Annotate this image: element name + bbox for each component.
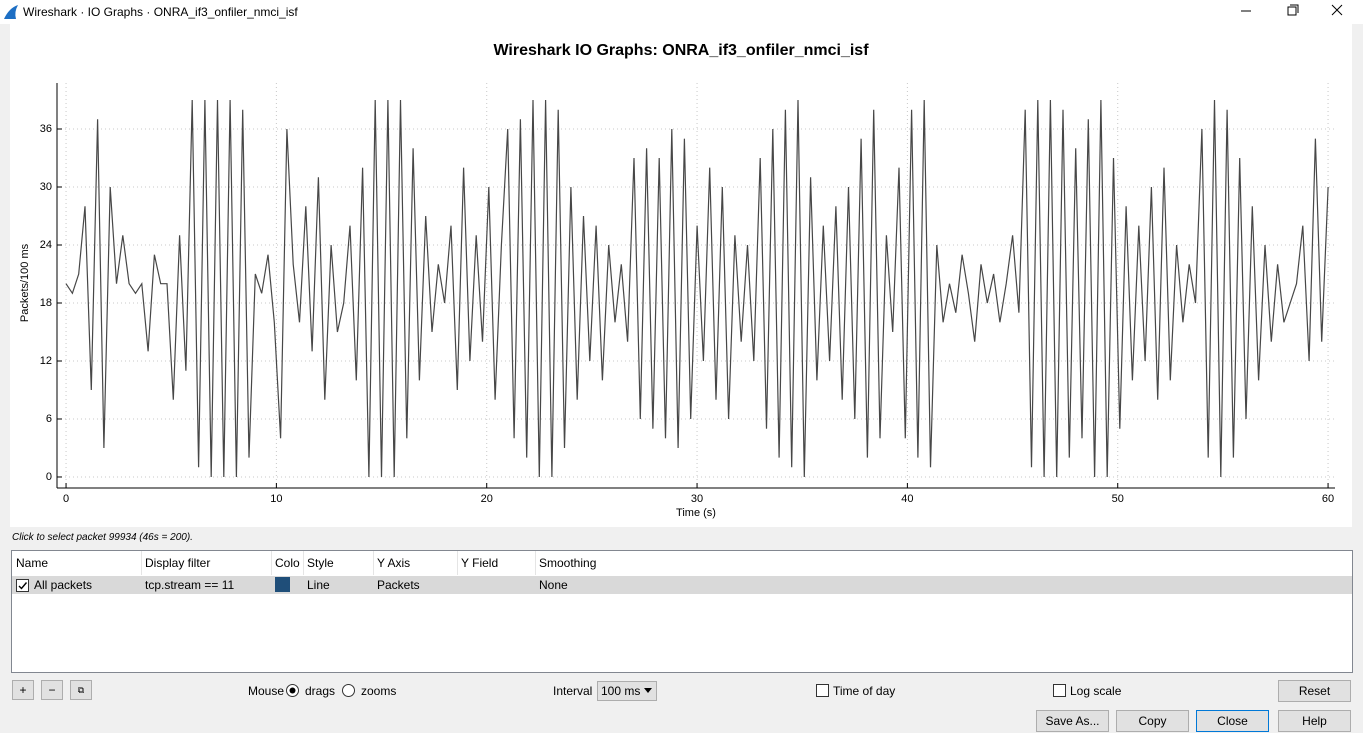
dropdown-arrow: [644, 688, 652, 693]
row-smoothing: None: [539, 578, 568, 592]
column-header[interactable]: Display filter: [145, 556, 211, 570]
close-button[interactable]: Close: [1196, 710, 1269, 732]
status-text: Click to select packet 99934 (46s = 200)…: [12, 532, 193, 543]
y-tick-label: 24: [40, 239, 52, 251]
y-tick-label: 30: [40, 181, 52, 193]
row-style: Line: [307, 578, 330, 592]
row-name: All packets: [34, 578, 93, 592]
x-tick-label: 10: [270, 493, 282, 505]
interval-select[interactable]: 100 ms: [597, 681, 657, 701]
radio-zooms[interactable]: [342, 684, 355, 697]
radio-drags[interactable]: [286, 684, 299, 697]
column-header[interactable]: Style: [307, 556, 334, 570]
time-of-day-checkbox[interactable]: [816, 684, 829, 697]
title-bar: [0, 0, 1363, 24]
row-checkbox[interactable]: [16, 579, 29, 592]
remove-button[interactable]: −: [41, 680, 63, 700]
column-separator: [141, 551, 142, 575]
window-title: Wireshark · IO Graphs · ONRA_if3_onfiler…: [23, 5, 298, 19]
y-tick-label: 36: [40, 123, 52, 135]
column-header[interactable]: Y Axis: [377, 556, 411, 570]
copy-graph-button[interactable]: ⧉: [70, 680, 92, 700]
y-tick-label: 18: [40, 297, 52, 309]
save-as-button[interactable]: Save As...: [1036, 710, 1109, 732]
series-line: [65, 99, 1329, 478]
interval-label: Interval: [553, 684, 593, 698]
radio-dot: [289, 687, 296, 694]
help-button[interactable]: Help: [1278, 710, 1351, 732]
time-of-day-label: Time of day: [833, 684, 896, 698]
check-mark: [18, 582, 28, 590]
row-color[interactable]: [275, 577, 290, 592]
graph-table: Name Display filter Colo Style Y Axis Y Field…: [11, 550, 1353, 673]
x-tick-label: 0: [63, 493, 69, 505]
y-axis-label: Packets/100 ms: [19, 243, 31, 322]
y-tick-label: 12: [40, 355, 52, 367]
y-tick-label: 0: [46, 471, 52, 483]
column-header[interactable]: Y Field: [461, 556, 499, 570]
column-separator: [271, 551, 272, 575]
app-icon: [4, 5, 18, 19]
x-tick-label: 40: [901, 493, 913, 505]
mouse-label: Mouse: [248, 684, 285, 698]
window-controls[interactable]: [1230, 0, 1363, 24]
add-button[interactable]: +: [12, 680, 34, 700]
x-tick-label: 50: [1112, 493, 1124, 505]
column-separator: [457, 551, 458, 575]
table-header: Name Display filter Colo Style Y Axis Y Field…: [12, 551, 1352, 575]
radio-drags-label: drags: [305, 684, 336, 698]
column-header[interactable]: Smoothing: [539, 556, 597, 570]
column-separator: [535, 551, 536, 575]
table-row[interactable]: All packets tcp.stream == 11 Line Packet…: [12, 576, 1352, 594]
x-tick-label: 30: [691, 493, 703, 505]
column-separator: [373, 551, 374, 575]
column-header[interactable]: Colo: [275, 556, 300, 570]
column-separator: [303, 551, 304, 575]
row-filter: tcp.stream == 11: [145, 578, 235, 592]
column-header[interactable]: Name: [16, 556, 49, 570]
radio-zooms-label: zooms: [361, 684, 397, 698]
interval-value: 100 ms: [601, 684, 641, 698]
log-scale-label: Log scale: [1070, 684, 1122, 698]
chart: Wireshark IO Graphs: ONRA_if3_onfiler_nm…: [10, 24, 1352, 527]
log-scale-checkbox[interactable]: [1053, 684, 1066, 697]
row-y-axis: Packets: [377, 578, 420, 592]
y-tick-label: 6: [46, 413, 52, 425]
reset-button[interactable]: Reset: [1278, 680, 1351, 702]
chart-title: Wireshark IO Graphs: ONRA_if3_onfiler_nm…: [493, 42, 869, 59]
x-axis-label: Time (s): [676, 507, 716, 519]
x-tick-label: 20: [481, 493, 493, 505]
copy-button[interactable]: Copy: [1116, 710, 1189, 732]
x-tick-label: 60: [1322, 493, 1334, 505]
